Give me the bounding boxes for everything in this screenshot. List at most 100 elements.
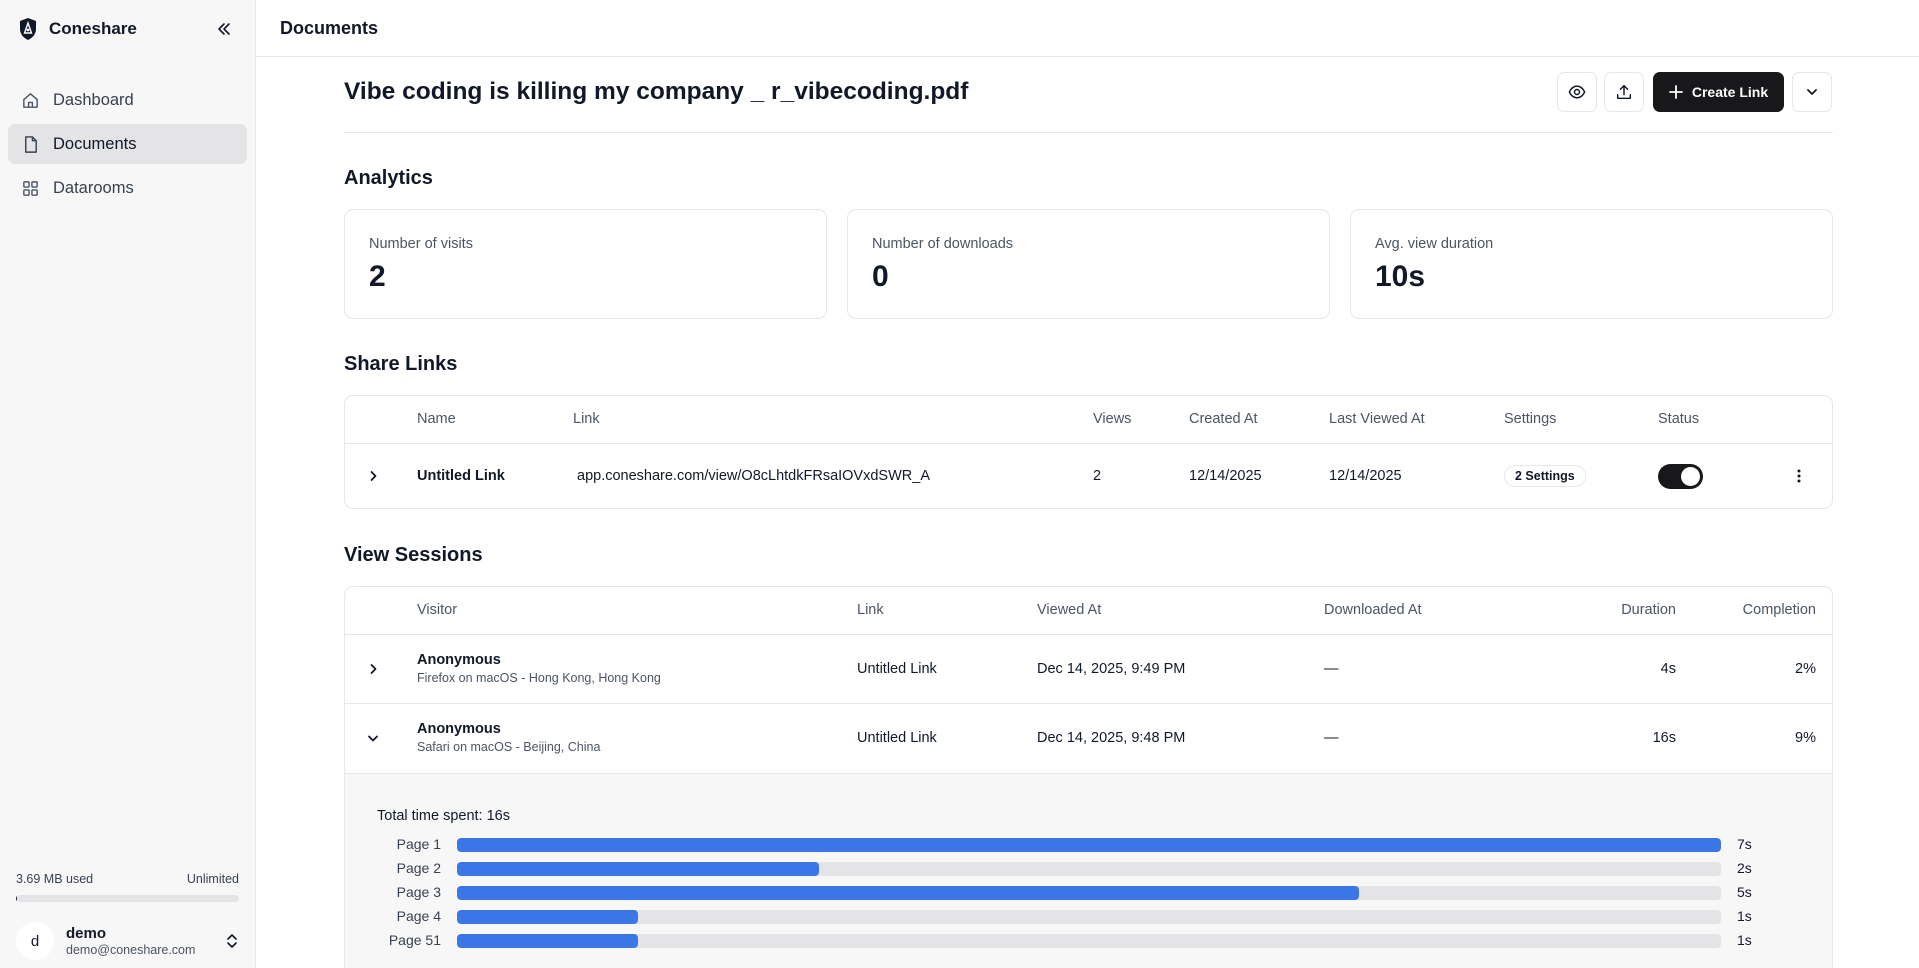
column-header: Link [857,602,884,618]
session-downloaded-at: — [1324,730,1339,746]
session-completion: 2% [1795,661,1816,677]
file-icon [25,135,37,153]
sidebar-item-label: Dashboard [53,90,134,109]
visitor-cell: Anonymous Firefox on macOS - Hong Kong, … [417,652,661,685]
page-time-row: Page 2 2s [345,860,1832,878]
document-title: Vibe coding is killing my company _ r_vi… [344,78,969,105]
user-email: demo@coneshare.com [66,943,196,957]
column-header: Created At [1189,411,1258,427]
session-completion: 9% [1795,730,1816,746]
status-toggle[interactable] [1658,464,1703,489]
page-time-row: Page 51 1s [345,932,1832,950]
storage-usage: 3.69 MB used Unlimited [16,872,239,902]
page-time-row: Page 4 1s [345,908,1832,926]
page-time-track [457,934,1721,948]
column-header: Visitor [417,602,458,618]
view-sessions-table: Visitor Link Viewed At Downloaded At Dur… [344,586,1833,968]
column-header: Last Viewed At [1329,411,1425,427]
sidebar: Coneshare Dashboard Documents Datarooms [0,0,256,968]
chevrons-up-down-icon [227,934,237,948]
chevron-right-icon [370,664,377,674]
stat-label: Number of visits [369,236,473,252]
link-views: 2 [1093,468,1102,484]
analytics-title: Analytics [344,167,433,189]
table-row[interactable]: Anonymous Firefox on macOS - Hong Kong, … [345,635,1832,704]
session-viewed-at: Dec 14, 2025, 9:48 PM [1037,730,1186,746]
sidebar-item-datarooms[interactable]: Datarooms [8,168,247,208]
visitor-cell: Anonymous Safari on macOS - Beijing, Chi… [417,721,600,754]
table-row[interactable]: Untitled Link app.coneshare.com/view/O8c… [345,444,1832,508]
column-header: Views [1093,411,1132,427]
session-link: Untitled Link [857,730,937,746]
storage-progress-fill [16,895,18,902]
sidebar-item-dashboard[interactable]: Dashboard [8,80,247,120]
table-row[interactable]: Anonymous Safari on macOS - Beijing, Chi… [345,704,1832,773]
user-menu[interactable]: d demo demo@coneshare.com [16,922,239,960]
page-time-bar [457,862,819,876]
table-header: Name Link Views Created At Last Viewed A… [345,396,1832,444]
page-time-value: 1s [1737,932,1752,948]
session-downloaded-at: — [1324,661,1339,677]
stat-value: 2 [369,260,386,293]
visitor-name: Anonymous [417,652,501,668]
table-header: Visitor Link Viewed At Downloaded At Dur… [345,587,1832,635]
session-viewed-at: Dec 14, 2025, 9:49 PM [1037,661,1186,677]
link-last-viewed-at: 12/14/2025 [1329,468,1402,484]
link-name: Untitled Link [417,468,505,484]
page-time-bar [457,886,1360,900]
column-header: Downloaded At [1324,602,1422,618]
settings-badge[interactable]: 2 Settings [1504,465,1586,487]
stat-value: 0 [872,260,889,293]
share-links-title: Share Links [344,353,458,375]
user-name: demo [66,925,107,942]
home-icon [23,92,38,108]
page-time-value: 1s [1737,908,1752,924]
preview-button[interactable] [1557,72,1597,112]
page-time-value: 5s [1737,884,1752,900]
page-time-bar [457,910,638,924]
session-link: Untitled Link [857,661,937,677]
chevrons-left-icon [218,23,230,35]
chevron-down-icon [368,735,378,742]
page-time-value: 7s [1737,836,1752,852]
upload-icon [1616,84,1632,100]
stat-card-visits: Number of visits 2 [344,209,827,319]
page-time-bar [457,934,638,948]
create-link-button[interactable]: Create Link [1653,72,1784,112]
stat-value: 10s [1375,260,1426,293]
page-time-row: Page 3 5s [345,884,1832,902]
page-time-track [457,910,1721,924]
page-label: Page 51 [388,932,441,948]
visitor-name: Anonymous [417,721,501,737]
brand[interactable]: Coneshare [18,16,137,42]
sidebar-item-documents[interactable]: Documents [8,124,247,164]
avatar: d [16,922,54,960]
column-header: Name [417,411,456,427]
page-time-row: Page 1 7s [345,836,1832,854]
more-actions-button[interactable] [1792,72,1832,112]
upload-button[interactable] [1604,72,1644,112]
collapse-sidebar-button[interactable] [212,17,236,41]
collapse-row-button[interactable] [362,727,384,749]
page-label: Page 4 [396,908,441,924]
plus-icon [1668,85,1683,99]
brand-name: Coneshare [49,19,137,38]
storage-limit: Unlimited [186,872,239,886]
eye-icon [1568,85,1586,99]
column-header: Status [1658,411,1700,427]
column-header: Duration [1621,602,1676,618]
more-vertical-icon [1797,469,1801,483]
session-duration: 4s [1660,661,1676,677]
expand-row-button[interactable] [362,658,384,680]
column-header: Settings [1504,411,1557,427]
link-url[interactable]: app.coneshare.com/view/O8cLhtdkFRsaIOVxd… [577,468,930,484]
storage-progress-bar [16,895,239,902]
expand-row-button[interactable] [362,465,384,487]
column-header: Completion [1742,602,1816,618]
document-header: Vibe coding is killing my company _ r_vi… [344,57,1833,133]
row-actions-button[interactable] [1788,465,1810,487]
total-time-spent: Total time spent: 16s [377,808,510,824]
chevron-down-icon [1807,89,1817,95]
page-time-track [457,862,1721,876]
page-title: Documents [280,18,379,38]
